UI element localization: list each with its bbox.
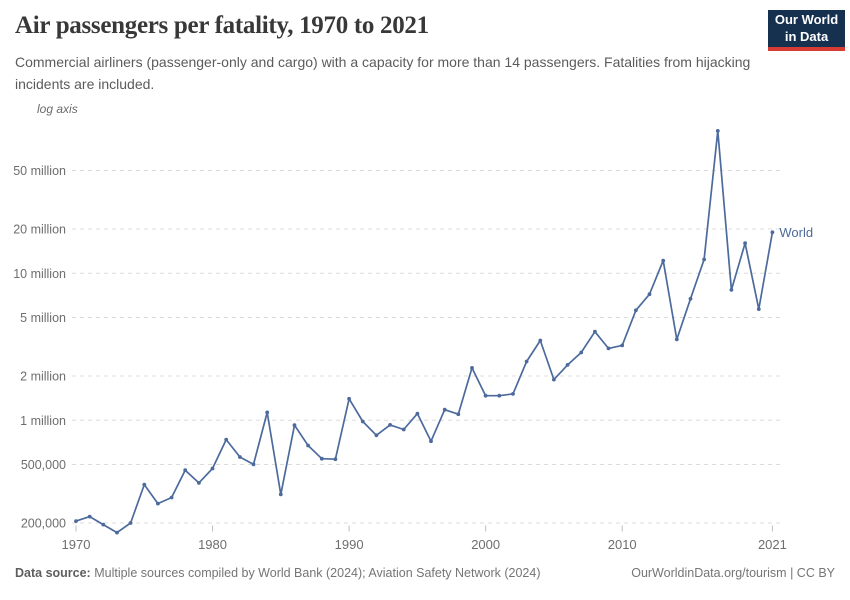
x-tick-label: 1970 <box>62 537 91 552</box>
owid-logo-line2: in Data <box>784 28 829 44</box>
data-point <box>374 433 379 438</box>
data-point <box>292 423 297 428</box>
data-point <box>128 521 133 525</box>
data-point <box>470 366 474 370</box>
data-point <box>593 329 597 334</box>
x-tick-label: 1990 <box>335 537 364 552</box>
y-tick-label: 10 million <box>13 267 66 281</box>
data-point <box>661 258 666 263</box>
data-point <box>579 350 584 355</box>
data-point <box>743 241 747 246</box>
data-point <box>429 439 433 444</box>
y-tick-label: 1 million <box>20 414 66 428</box>
data-point <box>647 292 652 297</box>
data-point <box>483 393 488 398</box>
data-point <box>224 437 229 442</box>
data-point <box>524 359 529 364</box>
y-tick-label: 50 million <box>13 164 66 178</box>
y-tick-label: 20 million <box>13 223 66 237</box>
data-point <box>770 230 775 235</box>
log-axis-note: log axis <box>37 102 78 116</box>
y-tick-label: 500,000 <box>21 458 66 472</box>
data-point <box>634 308 638 313</box>
chart-footer: Data source: Multiple sources compiled b… <box>15 566 835 580</box>
data-point <box>674 337 679 342</box>
data-point <box>115 530 119 535</box>
x-tick-label: 2000 <box>471 537 500 552</box>
data-point <box>101 522 106 527</box>
data-point <box>456 412 461 417</box>
data-point <box>238 455 242 459</box>
data-point <box>306 443 310 448</box>
data-point <box>756 307 761 311</box>
data-point <box>169 495 174 500</box>
data-point <box>210 466 215 471</box>
data-point <box>688 296 693 301</box>
data-point <box>74 519 78 523</box>
y-tick-label: 2 million <box>20 370 66 384</box>
chart-subtitle: Commercial airliners (passenger-only and… <box>15 54 751 92</box>
y-tick-label: 5 million <box>20 311 66 325</box>
data-point <box>156 501 160 506</box>
data-point <box>388 423 392 427</box>
data-point <box>360 419 365 424</box>
x-tick-label: 2010 <box>608 537 637 552</box>
data-point <box>511 392 515 396</box>
data-point <box>565 363 570 367</box>
data-point <box>401 427 406 432</box>
data-point <box>197 481 201 485</box>
series-label-world: World <box>779 225 813 240</box>
data-point <box>415 411 420 416</box>
data-point <box>442 407 447 412</box>
x-tick-label: 2021 <box>758 537 787 552</box>
data-point <box>606 346 611 351</box>
data-point <box>620 343 625 348</box>
data-point <box>729 288 734 292</box>
data-point <box>715 129 720 133</box>
world-series-line <box>75 130 774 534</box>
page-title: Air passengers per fatality, 1970 to 202… <box>15 12 429 39</box>
y-tick-label: 200,000 <box>21 517 66 531</box>
data-point <box>142 482 147 487</box>
line-chart-canvas[interactable]: 200,000 500,000 1 million 2 million 5 millio… <box>0 0 850 560</box>
data-point <box>333 457 338 462</box>
data-point <box>278 492 283 497</box>
data-point <box>183 468 188 473</box>
data-point <box>347 396 351 401</box>
data-point <box>251 462 256 467</box>
data-source-text: Data source: Multiple sources compiled b… <box>15 566 541 580</box>
data-point <box>87 514 92 519</box>
data-point <box>265 410 270 415</box>
data-source-label: Data source: <box>15 566 91 580</box>
data-point <box>319 456 324 461</box>
owid-logo-line1: Our World <box>774 12 839 28</box>
owid-logo[interactable]: Our World in Data <box>768 10 845 51</box>
data-point <box>702 257 706 262</box>
data-point <box>552 377 556 382</box>
data-point <box>538 338 543 343</box>
data-point <box>497 393 502 398</box>
x-tick-label: 1980 <box>198 537 227 552</box>
license-url-text[interactable]: OurWorldinData.org/tourism | CC BY <box>631 566 835 580</box>
